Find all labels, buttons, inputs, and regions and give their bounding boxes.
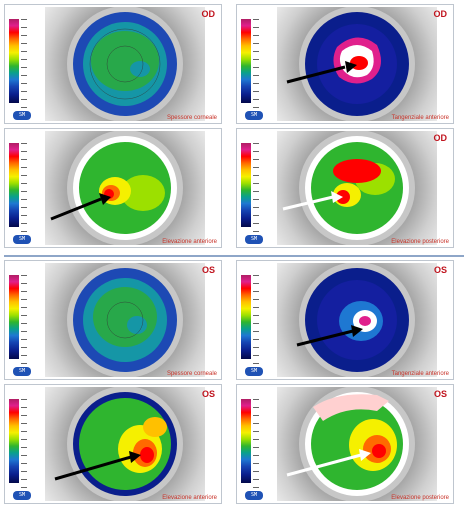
scale-gradient: [241, 19, 251, 103]
color-scale: SM: [7, 131, 41, 245]
corneal-map: [277, 263, 437, 377]
color-scale: SM: [7, 263, 41, 377]
thickness-map-panel-od: SM OD Spessore corneale: [4, 4, 222, 124]
eye-tag: OD: [433, 9, 448, 19]
thickness-map-panel-os: SM OS Spessore corneale: [4, 260, 222, 380]
eye-tag: OD: [433, 133, 448, 143]
eye-tag: OS: [433, 389, 447, 399]
map-label: Spessore corneale: [166, 371, 217, 377]
corneal-map: [45, 263, 205, 377]
scale-gradient: [9, 19, 19, 103]
eye-tag: OD: [201, 9, 216, 19]
device-logo: SM: [245, 367, 263, 376]
color-scale: SM: [239, 263, 273, 377]
device-logo: SM: [245, 491, 263, 500]
color-scale: SM: [7, 387, 41, 501]
color-scale: SM: [7, 7, 41, 121]
scale-gradient: [241, 399, 251, 483]
scale-gradient: [241, 275, 251, 359]
scale-gradient: [9, 399, 19, 483]
eye-tag: OS: [201, 265, 215, 275]
eye-tag: OS: [433, 265, 447, 275]
elev-ant-map-panel-os: SM OS Elevazione anteriore: [4, 384, 222, 504]
scale-gradient: [9, 143, 19, 227]
color-scale: SM: [239, 7, 273, 121]
tangential-map-panel-od: SM OD Tangenziale anteriore: [236, 4, 454, 124]
map-label: Elevazione posteriore: [391, 239, 449, 245]
elev-post-map-panel-os: SM OS Elevazione posteriore: [236, 384, 454, 504]
device-logo: SM: [245, 235, 263, 244]
scale-gradient: [241, 143, 251, 227]
tangential-map-panel-os: SM OS Tangenziale anteriore: [236, 260, 454, 380]
map-label: Elevazione posteriore: [391, 495, 449, 501]
corneal-map: [45, 7, 205, 121]
eye-tag: OS: [201, 389, 215, 399]
device-logo: SM: [13, 367, 31, 376]
map-label: Spessore corneale: [166, 115, 217, 121]
device-logo: SM: [13, 235, 31, 244]
corneal-map: [277, 387, 437, 501]
device-logo: SM: [13, 491, 31, 500]
elev-post-map-panel-od: SM OD Elevazione posteriore: [236, 128, 454, 248]
map-label: Tangenziale anteriore: [391, 115, 449, 121]
map-label: Tangenziale anteriore: [391, 371, 449, 377]
map-label: Elevazione anteriore: [162, 239, 217, 245]
device-logo: SM: [13, 111, 31, 120]
scale-gradient: [9, 275, 19, 359]
color-scale: SM: [239, 131, 273, 245]
corneal-map: [45, 131, 205, 245]
color-scale: SM: [239, 387, 273, 501]
section-divider: [4, 255, 464, 257]
map-label: Elevazione anteriore: [162, 495, 217, 501]
corneal-map: [277, 131, 437, 245]
corneal-map: [45, 387, 205, 501]
device-logo: SM: [245, 111, 263, 120]
corneal-map: [277, 7, 437, 121]
elev-ant-map-panel-od: SM Elevazione anteriore: [4, 128, 222, 248]
